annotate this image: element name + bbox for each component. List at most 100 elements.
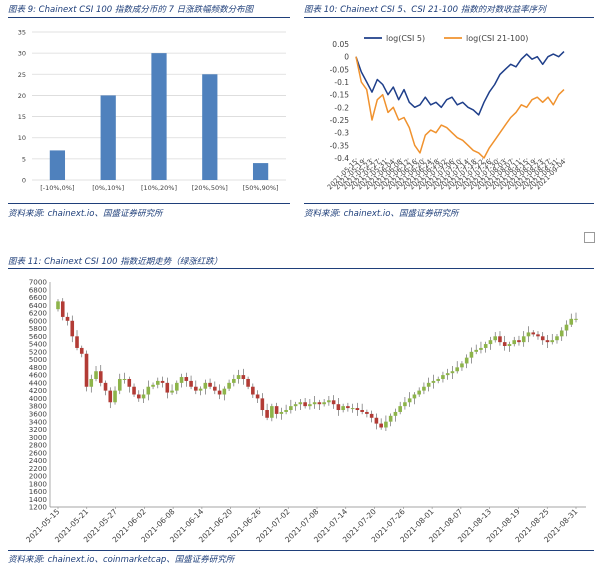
y-tick-label: -0.3: [334, 129, 349, 138]
y-tick-label: 10: [18, 134, 26, 142]
candle-body: [84, 353, 89, 387]
candle-body: [113, 390, 117, 403]
y-tick-label: 2600: [29, 448, 48, 457]
fig10-caption-rule: [304, 17, 594, 18]
candle-body: [507, 344, 512, 347]
candle-body: [550, 340, 555, 343]
checkbox-icon[interactable]: [584, 232, 595, 243]
y-tick-label: 4600: [29, 371, 48, 380]
candle-body: [388, 415, 393, 422]
candle-body: [441, 375, 445, 379]
fig9-caption: 图表 9: Chainext CSI 100 指数成分币的 7 日涨跌幅频数分布…: [8, 5, 254, 15]
candle-body: [208, 382, 212, 387]
candle-body: [303, 402, 307, 407]
y-tick-label: 1400: [29, 495, 48, 504]
y-tick-label: 15: [18, 113, 26, 121]
y-tick-label: 4400: [29, 378, 48, 387]
candle-body: [98, 371, 103, 383]
candle-body: [298, 402, 303, 405]
candle-body: [350, 408, 355, 410]
candle-body: [384, 421, 388, 428]
candle-body: [374, 417, 379, 424]
fig11-source: 资料来源: chainext.io、coinmarketcap、国盛证券研究所: [8, 555, 235, 565]
candle-body: [232, 378, 236, 383]
series-line-csi21-100: [355, 56, 565, 159]
candle-body: [398, 406, 402, 412]
candle-body: [346, 406, 350, 409]
y-tick-label: -0.25: [330, 116, 350, 125]
candle-body: [222, 388, 227, 395]
candle-body: [526, 332, 531, 337]
y-tick-label: 1800: [29, 479, 48, 488]
candle-body: [355, 408, 360, 411]
y-tick-label: 5800: [29, 324, 48, 333]
candle-body: [160, 380, 165, 383]
y-tick-label: 5400: [29, 340, 48, 349]
candle-body: [146, 386, 151, 395]
y-tick-label: -0.4: [334, 154, 349, 163]
candle-body: [251, 386, 255, 395]
candle-body: [151, 384, 155, 387]
candle-body: [531, 332, 536, 335]
fig10-caption: 图表 10: Chainext CSI 5、CSI 21-100 指数的对数收益…: [304, 5, 546, 15]
fig9-caption-rule: [8, 17, 290, 18]
candle-body: [555, 336, 559, 341]
y-tick-label: 25: [18, 71, 26, 79]
candle-body: [412, 394, 417, 399]
candle-body: [189, 380, 193, 387]
candle-body: [108, 390, 113, 403]
candle-body: [136, 394, 141, 399]
candle-body: [488, 340, 493, 345]
y-tick-label: 6800: [29, 285, 48, 294]
y-tick-label: 3800: [29, 402, 48, 411]
candle-body: [284, 410, 288, 412]
candle-body: [379, 423, 383, 428]
candle-body: [75, 336, 79, 348]
candle-body: [270, 406, 274, 418]
y-tick-label: 6200: [29, 309, 48, 318]
bar: [49, 150, 66, 180]
candle-body: [369, 413, 374, 418]
candle-body: [460, 363, 464, 368]
candle-body: [426, 382, 431, 387]
candle-body: [317, 402, 322, 405]
candle-body: [479, 347, 483, 350]
candle-body: [227, 382, 231, 389]
y-tick-label: 5600: [29, 332, 48, 341]
y-tick-label: 30: [18, 50, 26, 58]
candle-body: [117, 378, 122, 391]
y-tick-label: 3600: [29, 409, 48, 418]
candle-body: [564, 324, 569, 331]
candle-body: [246, 378, 250, 387]
candle-body: [417, 390, 421, 395]
candle-body: [517, 340, 521, 343]
candle-body: [483, 344, 488, 348]
y-tick-label: -0.35: [330, 141, 350, 150]
candle-body: [198, 388, 203, 391]
fig9-bar-chart: 0 5 10 15 20 25 30 35 [-10%,0%] [0%,10%] [10%,20%]…: [18, 29, 286, 192]
y-tick-label: 0: [22, 177, 26, 185]
y-tick-label: -0.2: [334, 103, 349, 112]
candle-body: [312, 402, 317, 405]
candle-body: [194, 386, 198, 391]
legend-label: log(CSI 5): [386, 34, 425, 43]
candle-body: [574, 318, 578, 320]
candle-body: [336, 404, 341, 411]
candle-body: [293, 404, 298, 407]
candle-body: [274, 406, 279, 414]
candle-body: [279, 411, 284, 414]
candle-body: [464, 357, 469, 364]
candle-body: [422, 386, 426, 391]
candle-body: [203, 382, 208, 389]
candle-body: [89, 378, 94, 387]
candle-body: [179, 377, 184, 383]
y-tick-label: 2200: [29, 464, 48, 473]
y-tick-label: 6600: [29, 293, 48, 302]
candle-body: [407, 398, 412, 403]
candle-body: [569, 318, 574, 325]
candle-body: [236, 375, 241, 379]
candle-body: [450, 371, 455, 374]
x-tick-label: [-10%,0%]: [40, 184, 74, 192]
candle-body: [60, 301, 65, 317]
y-tick-label: 1200: [29, 503, 48, 512]
